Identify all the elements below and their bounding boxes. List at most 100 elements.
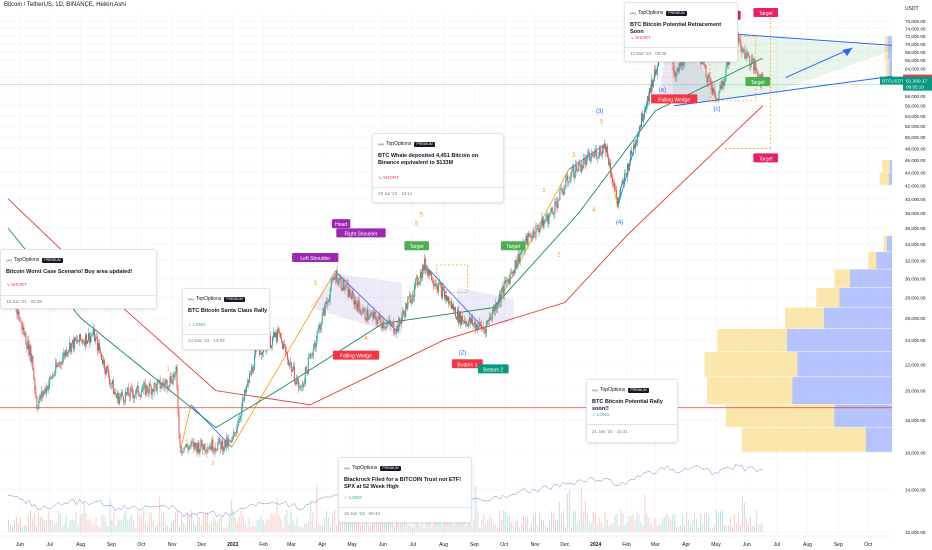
candle-body xyxy=(394,332,396,334)
volume-bar xyxy=(159,497,161,532)
volume-bar xyxy=(630,516,632,532)
candle-body xyxy=(506,280,508,281)
volume-bar xyxy=(236,522,238,532)
idea-card[interactable]: 〰 TopOptions PREMIUM BTC Bitcoin Potential… xyxy=(624,2,738,62)
candle-body xyxy=(710,81,712,85)
candle-body xyxy=(441,284,443,298)
candle-body xyxy=(120,392,122,396)
candle-body xyxy=(438,282,440,292)
candle-body xyxy=(39,395,41,402)
candle-body xyxy=(437,285,439,292)
candle-body xyxy=(713,88,715,92)
price-tick-label: 18,000.00 xyxy=(905,418,926,423)
volume-bar xyxy=(200,525,202,532)
candle-body xyxy=(561,188,563,192)
idea-card[interactable]: 〰 TopOptions PREMIUM Blackrock Filed for a… xyxy=(338,457,472,523)
candle-body xyxy=(309,354,311,358)
candle-body xyxy=(418,283,420,285)
idea-author[interactable]: TopOptions xyxy=(196,296,222,302)
idea-title[interactable]: BTC Bitcoin Santa Claus Rally xyxy=(188,308,268,314)
candle-body xyxy=(591,153,593,159)
candle-body xyxy=(474,322,476,330)
idea-card[interactable]: 〰 TopOptions PREMIUM Bitcoin Worst Case Sc… xyxy=(0,249,157,309)
candle-body xyxy=(232,437,234,440)
candle-body xyxy=(650,79,652,93)
candle-body xyxy=(36,396,38,409)
currency-label: USDT xyxy=(905,6,919,12)
time-tick-label: 2023 xyxy=(227,542,238,548)
candle-body xyxy=(384,326,386,328)
idea-card[interactable]: 〰 TopOptions PREMIUM BTC Bitcoin Santa Cla… xyxy=(182,288,270,350)
volume-bar xyxy=(87,519,89,532)
volume-bar xyxy=(753,526,755,532)
candle-body xyxy=(463,320,465,323)
volume-bar xyxy=(304,523,306,532)
idea-author[interactable]: TopOptions xyxy=(638,10,664,16)
candle-body xyxy=(89,332,91,343)
volume-bar xyxy=(139,515,141,532)
pattern-label xyxy=(477,364,509,374)
candle-body xyxy=(157,380,159,383)
candle-body xyxy=(716,98,718,100)
candle-body xyxy=(354,300,356,305)
volume-bar xyxy=(735,523,737,532)
wave-line xyxy=(179,404,192,453)
volume-profile-bar xyxy=(797,351,892,377)
candle-body xyxy=(727,61,729,66)
candle-body xyxy=(574,174,576,178)
idea-title[interactable]: Bitcoin Worst Case Scenario! Buy area up… xyxy=(6,269,133,275)
candle-body xyxy=(600,146,602,154)
candle-body xyxy=(520,251,522,254)
price-tick-label: 14,000.00 xyxy=(905,487,926,492)
candle-body xyxy=(647,96,649,102)
candle-body xyxy=(422,265,424,278)
idea-author[interactable]: TopOptions xyxy=(352,465,378,471)
candle-body xyxy=(97,343,99,351)
candle-body xyxy=(588,152,590,154)
idea-title[interactable]: Blackrock Filed for a BITCOIN Trust not … xyxy=(344,477,462,490)
price-tick-label: 46,000.00 xyxy=(905,158,926,163)
time-tick-label: Jul xyxy=(47,542,53,548)
idea-title[interactable]: BTC Whale deposited 4,451 Bitcoin on Bin… xyxy=(378,153,479,166)
volume-bar xyxy=(286,510,288,532)
candle-body xyxy=(484,329,486,334)
idea-title[interactable]: BTC Bitcoin Potential Rally soon!! xyxy=(592,399,663,412)
idea-author[interactable]: TopOptions xyxy=(14,257,40,263)
volume-bar xyxy=(224,527,226,532)
volume-bar xyxy=(57,510,59,532)
candle-body xyxy=(626,163,628,177)
idea-author[interactable]: TopOptions xyxy=(600,387,626,393)
idea-author[interactable]: TopOptions xyxy=(386,141,412,147)
candle-body xyxy=(320,323,322,330)
volume-bar xyxy=(558,501,560,532)
candle-body xyxy=(136,385,138,389)
candle-body xyxy=(619,194,621,199)
volume-bar xyxy=(117,519,119,532)
volume-bar xyxy=(405,519,407,532)
volume-bar xyxy=(546,527,548,532)
candle-body xyxy=(740,40,742,47)
candle-body xyxy=(25,333,27,345)
candle-body xyxy=(190,442,192,447)
volume-bar xyxy=(540,519,542,532)
candle-body xyxy=(45,388,47,394)
candle-body xyxy=(674,73,676,77)
idea-title[interactable]: BTC Bitcoin Potential Retracement Soon xyxy=(630,22,722,35)
candle-body xyxy=(352,291,354,295)
idea-card[interactable]: 〰 TopOptions PREMIUM BTC Whale deposited 4… xyxy=(372,133,504,203)
candle-body xyxy=(327,301,329,302)
candle-body xyxy=(346,283,348,285)
candle-body xyxy=(43,392,45,396)
volume-bar xyxy=(538,513,540,532)
trend-icon: 〰 xyxy=(630,11,637,18)
volume-bar xyxy=(481,519,483,532)
idea-direction: ✓ LONG xyxy=(188,322,206,327)
volume-bar xyxy=(759,525,761,532)
candle-body xyxy=(109,383,111,384)
candle-body xyxy=(200,439,202,450)
candle-body xyxy=(585,159,587,166)
candle-body xyxy=(55,363,57,374)
idea-card[interactable]: 〰 TopOptions PREMIUM BTC Bitcoin Potential… xyxy=(586,379,678,443)
candle-body xyxy=(94,328,96,342)
